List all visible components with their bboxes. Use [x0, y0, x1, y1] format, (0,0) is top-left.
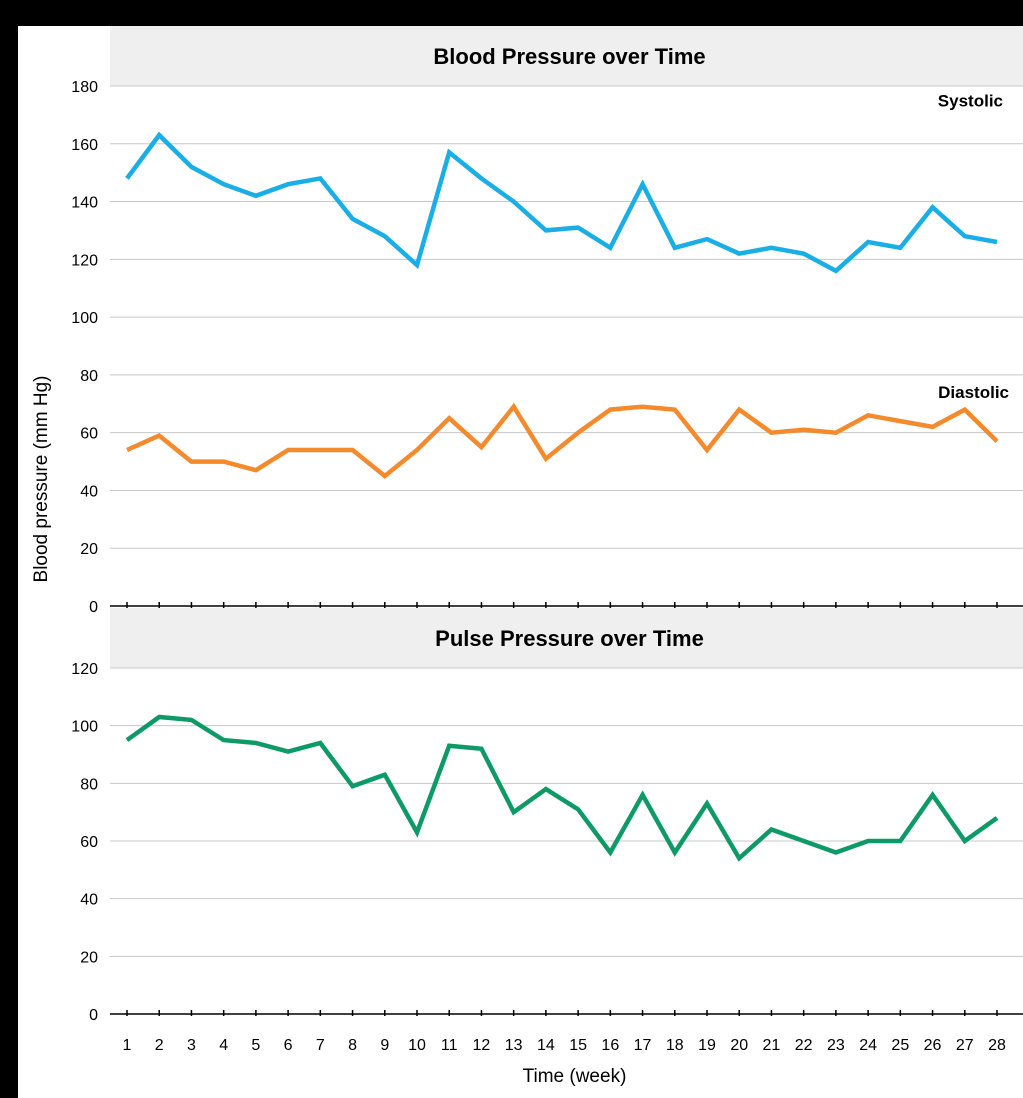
panel-title-band	[110, 26, 1023, 86]
y-tick-label: 0	[89, 599, 98, 616]
x-tick-label: 9	[380, 1037, 389, 1054]
x-tick-label: 6	[284, 1037, 293, 1054]
x-tick-label: 20	[730, 1037, 748, 1054]
x-tick-label: 21	[763, 1037, 781, 1054]
series-line-diastolic	[126, 402, 999, 479]
panel-2: Pulse Pressure over Time0204060801001201…	[71, 608, 1023, 1087]
x-tick-label: 25	[891, 1037, 909, 1054]
series-line-systolic	[125, 131, 998, 274]
y-axis-title: Blood pressure (mm Hg)	[31, 376, 52, 583]
panel-title: Pulse Pressure over Time	[435, 626, 704, 651]
x-tick-label: 24	[859, 1037, 877, 1054]
x-tick-label: 27	[956, 1037, 974, 1054]
x-tick-label: 5	[251, 1037, 260, 1054]
y-tick-label: 40	[80, 892, 98, 909]
y-tick-label: 20	[80, 541, 98, 558]
x-tick-label: 4	[219, 1037, 228, 1054]
y-tick-label: 60	[80, 426, 98, 443]
x-tick-label: 22	[795, 1037, 813, 1054]
y-tick-label: 120	[71, 252, 98, 269]
y-tick-label: 20	[80, 949, 98, 966]
x-tick-label: 11	[441, 1037, 458, 1054]
y-tick-label: 140	[71, 195, 98, 212]
y-tick-label: 180	[71, 79, 98, 96]
x-tick-label: 7	[316, 1037, 325, 1054]
y-tick-label: 40	[80, 483, 98, 500]
x-tick-label: 16	[601, 1037, 619, 1054]
x-tick-label: 23	[827, 1037, 845, 1054]
panel-1: Blood Pressure over Time 0 20 40 60 80 100 120 1…	[71, 26, 1023, 616]
x-tick-label: 2	[155, 1037, 164, 1054]
x-tick-label: 15	[569, 1037, 587, 1054]
x-tick-label: 17	[634, 1037, 652, 1054]
x-tick-label: 19	[698, 1037, 716, 1054]
x-tick-label: 8	[348, 1037, 357, 1054]
x-axis-title: Time (week)	[523, 1066, 627, 1087]
y-tick-label: 100	[71, 310, 98, 327]
x-tick-label: 10	[408, 1037, 426, 1054]
y-tick-label: 120	[71, 661, 98, 678]
series-line-pulse-pressure	[125, 714, 999, 862]
y-tick-label: 80	[80, 368, 98, 385]
x-tick-label: 26	[924, 1037, 942, 1054]
x-tick-label: 14	[537, 1037, 555, 1054]
x-tick-label: 13	[505, 1037, 523, 1054]
x-tick-label: 12	[473, 1037, 491, 1054]
panel-title: Blood Pressure over Time	[433, 44, 705, 69]
x-tick-label: 1	[123, 1037, 132, 1054]
y-tick-label: 100	[71, 719, 98, 736]
y-tick-label: 160	[71, 137, 98, 154]
series-label: Systolic	[938, 91, 1003, 110]
y-tick-label: 80	[80, 776, 98, 793]
x-tick-label: 3	[187, 1037, 196, 1054]
x-tick-label: 28	[988, 1037, 1006, 1054]
y-tick-label: 0	[89, 1007, 98, 1024]
series-label: Diastolic	[938, 383, 1009, 402]
x-tick-label: 18	[666, 1037, 684, 1054]
y-tick-label: 60	[80, 834, 98, 851]
panel-title-band	[110, 608, 1023, 668]
